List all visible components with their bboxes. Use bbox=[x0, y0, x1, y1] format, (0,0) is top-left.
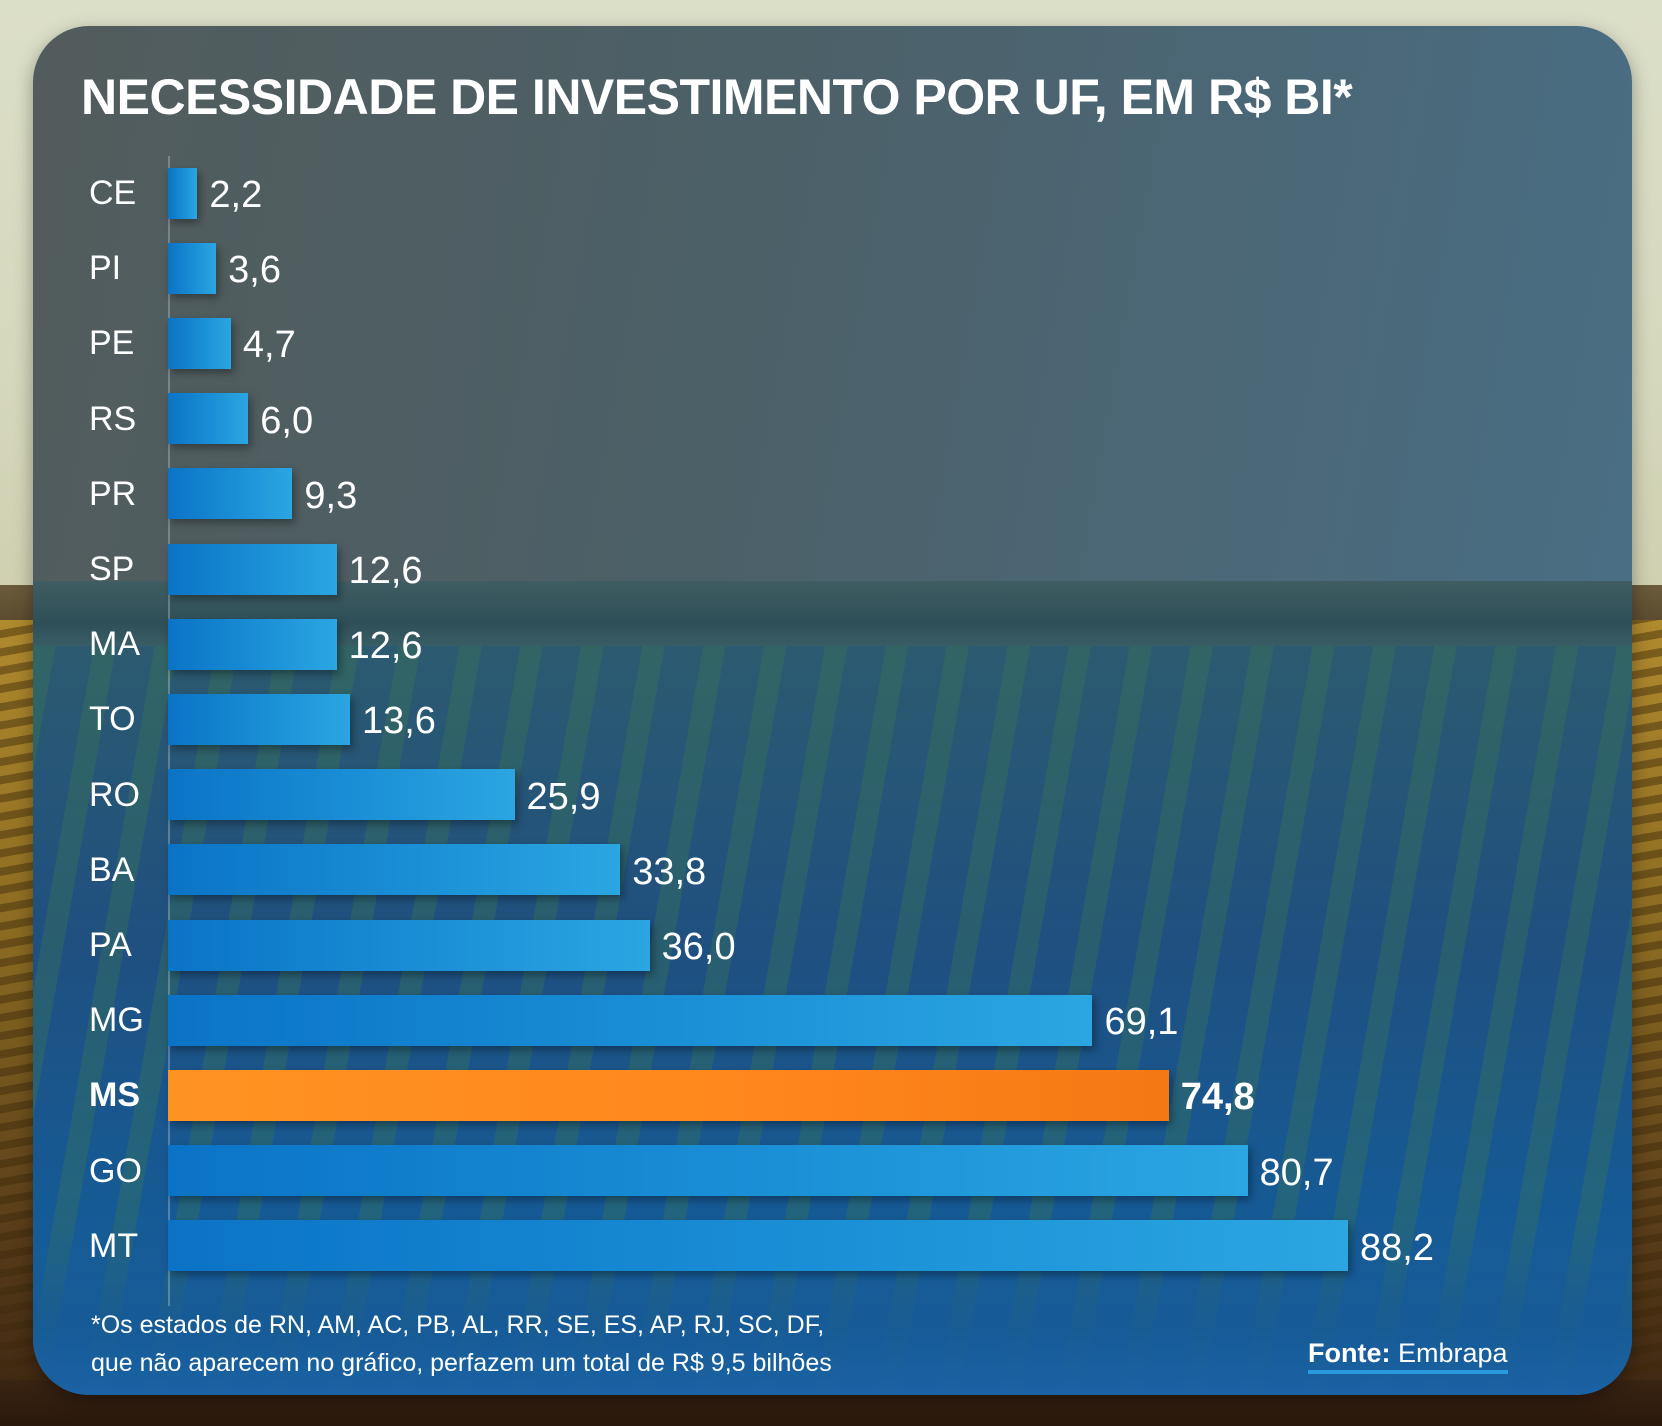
footnote: *Os estados de RN, AM, AC, PB, AL, RR, S… bbox=[91, 1306, 832, 1382]
value-label-to: 13,6 bbox=[361, 700, 436, 743]
bar-ce bbox=[168, 167, 198, 219]
source-name: Embrapa bbox=[1398, 1338, 1508, 1368]
bar-sp bbox=[168, 543, 337, 595]
category-label-pe: PE bbox=[89, 324, 135, 363]
bar-mt bbox=[168, 1220, 1348, 1272]
value-label-pe: 4,7 bbox=[242, 324, 296, 367]
footnote-line-1: *Os estados de RN, AM, AC, PB, AL, RR, S… bbox=[91, 1311, 825, 1339]
bar-pr bbox=[168, 468, 293, 520]
bar-ma bbox=[168, 618, 337, 670]
source-credit: Fonte: Embrapa bbox=[1308, 1338, 1508, 1374]
chart-panel: NECESSIDADE DE INVESTIMENTO POR UF, EM R… bbox=[33, 26, 1632, 1395]
footnote-line-2: que não aparecem no gráfico, perfazem um… bbox=[91, 1349, 832, 1377]
value-label-ma: 12,6 bbox=[348, 625, 423, 668]
category-label-ba: BA bbox=[89, 850, 135, 889]
value-label-ms: 74,8 bbox=[1180, 1076, 1255, 1119]
bar-ba bbox=[168, 844, 621, 896]
bar-pi bbox=[168, 242, 217, 294]
value-label-sp: 12,6 bbox=[348, 550, 423, 592]
value-label-pr: 9,3 bbox=[304, 474, 358, 517]
category-label-ma: MA bbox=[89, 625, 140, 664]
bar-rs bbox=[168, 393, 249, 445]
value-label-rs: 6,0 bbox=[260, 399, 314, 442]
value-label-ce: 2,2 bbox=[209, 174, 263, 216]
value-label-mt: 88,2 bbox=[1360, 1226, 1434, 1269]
chart-title: NECESSIDADE DE INVESTIMENTO POR UF, EM R… bbox=[81, 69, 1353, 125]
bar-pa bbox=[168, 919, 650, 971]
bar-mg bbox=[168, 994, 1093, 1046]
category-label-pr: PR bbox=[89, 474, 137, 513]
value-label-mg: 69,1 bbox=[1104, 1001, 1179, 1044]
value-label-ro: 25,9 bbox=[526, 775, 601, 818]
bar-pe bbox=[168, 317, 231, 369]
category-label-pa: PA bbox=[89, 926, 132, 964]
category-label-pi: PI bbox=[89, 249, 122, 288]
category-label-to: TO bbox=[89, 700, 136, 739]
bar-go bbox=[168, 1145, 1248, 1197]
panel-sky-overlay bbox=[33, 26, 1632, 586]
bar-ro bbox=[168, 769, 515, 821]
category-label-ms: MS bbox=[89, 1076, 140, 1115]
category-label-sp: SP bbox=[89, 550, 135, 588]
category-label-rs: RS bbox=[89, 399, 137, 438]
category-label-go: GO bbox=[89, 1151, 142, 1190]
value-label-ba: 33,8 bbox=[632, 850, 707, 893]
category-label-ce: CE bbox=[89, 174, 137, 212]
value-label-pi: 3,6 bbox=[228, 249, 281, 292]
bar-chart: CE 2,2 PI 3,6 PE 4,7 RS 6,0 PR 9,3 SP 12,6 MA 12,6 TO 1… bbox=[33, 26, 1632, 1395]
category-label-mt: MT bbox=[89, 1226, 139, 1265]
source-label: Fonte: bbox=[1308, 1338, 1391, 1368]
value-label-go: 80,7 bbox=[1259, 1151, 1334, 1194]
bar-ms bbox=[168, 1069, 1169, 1121]
category-label-ro: RO bbox=[89, 775, 140, 814]
value-label-pa: 36,0 bbox=[661, 926, 736, 968]
category-label-mg: MG bbox=[89, 1001, 144, 1040]
bar-to bbox=[168, 693, 350, 745]
